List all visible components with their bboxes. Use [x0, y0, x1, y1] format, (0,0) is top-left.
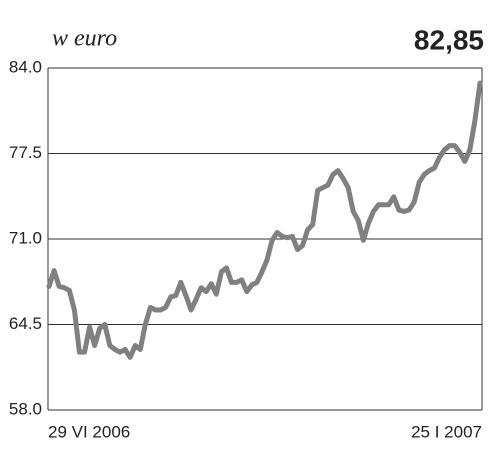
- chart-title: w euro: [52, 26, 117, 52]
- y-tick-label: 71.0: [9, 228, 42, 247]
- last-value-label: 82,85: [414, 24, 484, 55]
- y-tick-label: 58.0: [9, 399, 42, 418]
- price-line: [46, 80, 483, 360]
- y-tick-label: 84.0: [9, 57, 42, 76]
- x-tick-label: 29 VI 2006: [48, 422, 130, 441]
- x-tick-label: 25 I 2007: [411, 422, 482, 441]
- y-tick-label: 77.5: [9, 143, 42, 162]
- y-tick-label: 64.5: [9, 314, 42, 333]
